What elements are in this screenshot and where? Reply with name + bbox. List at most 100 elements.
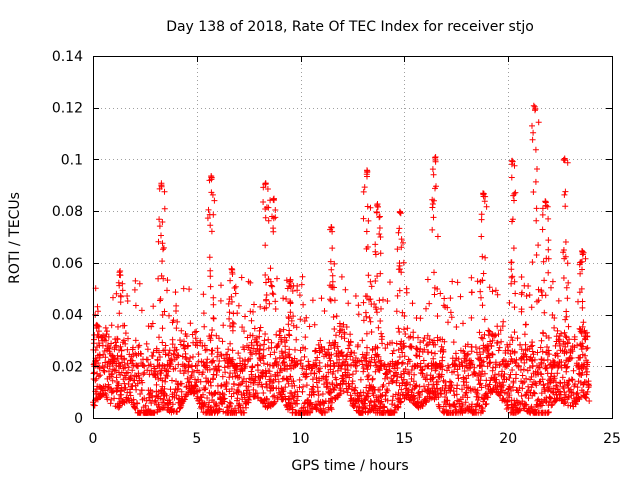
data-point [365,387,372,394]
data-point [237,360,244,367]
data-point [337,387,344,394]
data-point [568,376,575,383]
data-point [511,348,518,355]
data-point [586,382,592,389]
data-point [518,274,525,280]
data-point [208,228,215,235]
data-point [440,346,447,353]
data-point [531,390,538,397]
data-point [364,344,370,351]
data-point [102,324,109,331]
data-point [509,358,516,365]
data-point [482,254,489,261]
data-point [158,272,165,279]
data-point [562,188,569,195]
data-point [97,372,104,379]
data-point [232,283,239,290]
data-point [248,371,255,378]
data-point [160,246,166,253]
data-point [108,322,115,329]
data-point [486,284,493,291]
data-point [541,384,548,391]
data-point [389,350,396,357]
data-point [423,397,430,404]
data-point [290,395,297,402]
data-point [495,347,502,354]
data-point [489,351,496,358]
data-point [504,398,511,405]
data-point [513,371,520,378]
data-point [529,136,536,143]
data-point [376,225,383,231]
data-point [400,376,407,383]
data-point [213,372,220,378]
data-point [260,355,267,362]
data-point [474,387,481,394]
data-point [218,351,224,358]
data-point [554,370,561,377]
data-point [432,154,438,161]
data-point [584,388,591,395]
data-point [299,273,306,280]
data-point [221,391,227,398]
x-tick-label: 0 [89,431,98,447]
data-point [91,369,98,376]
data-point [489,337,496,344]
data-point [474,278,481,285]
data-point [394,292,401,299]
data-point [230,408,237,415]
data-point [272,214,279,221]
data-point [563,284,570,291]
data-point [336,320,343,327]
data-point [279,360,286,367]
data-point [514,335,521,342]
data-point [377,318,384,324]
data-point [155,275,162,282]
data-point [373,403,380,410]
data-point [522,341,529,348]
data-point [423,342,430,349]
data-point [492,287,499,294]
data-point [242,313,248,320]
data-point [575,363,582,370]
data-point [150,303,157,310]
data-point [411,362,418,369]
data-point [398,244,405,251]
data-point [378,305,384,312]
data-point [360,368,367,375]
data-point [494,323,501,330]
data-point [407,333,414,340]
data-point [275,378,282,385]
data-point [183,333,190,340]
data-point [210,294,217,301]
data-point [191,329,198,336]
data-point [378,398,385,405]
data-point [448,314,455,321]
data-point [415,334,421,341]
data-point [178,327,185,334]
data-point [529,339,536,346]
data-point [301,353,308,360]
data-point [496,344,503,351]
data-point [169,401,176,408]
data-point [564,382,570,389]
data-point [216,406,223,413]
data-point [94,322,101,329]
data-point [465,372,472,379]
data-point [204,395,211,401]
data-point [475,355,481,362]
data-point [129,357,136,364]
data-point [378,360,385,366]
data-point [431,197,437,204]
data-point [248,342,255,349]
data-point [527,376,534,383]
data-point [94,303,101,310]
data-point [166,347,173,354]
data-point [530,129,537,136]
data-point [372,304,379,311]
data-point [164,277,171,284]
data-point [477,351,483,358]
data-point [364,349,370,356]
data-point [215,363,222,370]
data-point [112,339,119,346]
